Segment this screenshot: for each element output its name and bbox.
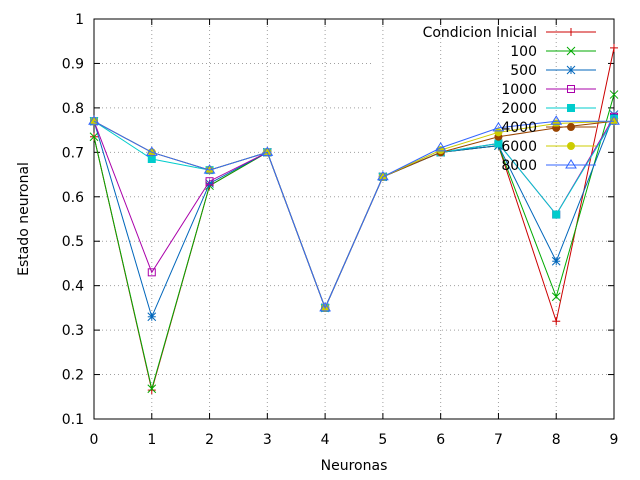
series-500: [89, 110, 619, 322]
x-tick-label: 9: [610, 432, 619, 448]
data-point: [147, 155, 156, 163]
legend-item: 8000: [501, 158, 596, 174]
y-tick-label: 0.4: [62, 279, 84, 295]
data-point: [261, 146, 274, 156]
data-point: [552, 317, 561, 326]
legend-label: 100: [510, 44, 537, 60]
data-point: [147, 268, 156, 277]
series-line: [93, 120, 614, 310]
data-point: [205, 177, 214, 186]
data-point: [566, 65, 576, 75]
series-group: [88, 43, 620, 395]
ticks: 0.1 0.2 0.3 0.4 0.5 0.6 0.7 0.8 0.9 1 0 1 2 3 4 5 6 7 8 9: [62, 12, 619, 448]
data-point: [567, 123, 575, 131]
data-point: [567, 142, 575, 150]
data-point: [147, 384, 157, 394]
data-point: [89, 132, 99, 142]
data-point: [492, 121, 505, 132]
y-tick-label: 0.2: [62, 368, 84, 384]
data-point: [551, 292, 561, 302]
x-tick-label: 7: [494, 432, 503, 448]
data-point: [434, 141, 447, 152]
series-1000: [90, 112, 618, 312]
data-point: [566, 46, 576, 56]
data-point: [145, 146, 158, 156]
legend-item: 1000: [501, 82, 596, 98]
legend-item: Condicion Inicial: [423, 25, 596, 41]
y-tick-label: 0.3: [62, 323, 84, 339]
y-tick-label: 0.6: [62, 190, 84, 206]
data-point: [552, 210, 561, 219]
data-point: [565, 159, 577, 169]
grid: [94, 19, 614, 419]
series-line: [93, 47, 615, 391]
plot-frame: [93, 18, 615, 420]
y-tick-label: 0.5: [62, 234, 84, 250]
data-point: [147, 312, 157, 322]
x-tick-label: 2: [205, 432, 214, 448]
legend-item: 500: [510, 63, 596, 79]
data-point: [610, 43, 618, 52]
y-tick-label: 0.7: [62, 145, 84, 161]
series-2000: [90, 115, 618, 312]
x-tick-label: 6: [436, 432, 445, 448]
series-6000: [90, 117, 618, 312]
data-point: [203, 164, 216, 174]
legend-label: 8000: [501, 158, 537, 174]
legend-item: 100: [510, 44, 596, 60]
legend-item: 2000: [501, 101, 596, 117]
x-tick-label: 0: [90, 432, 99, 448]
y-tick-label: 0.1: [62, 412, 84, 428]
legend-label: Condicion Inicial: [423, 25, 537, 41]
legend-label: 1000: [501, 82, 537, 98]
x-tick-label: 3: [263, 432, 272, 448]
series-condicion-inicial: [90, 43, 618, 395]
x-tick-label: 4: [321, 432, 330, 448]
x-tick-label: 8: [552, 432, 561, 448]
legend-label: 6000: [501, 139, 537, 155]
data-point: [88, 115, 100, 125]
data-point: [319, 301, 332, 312]
legend-item: 4000: [501, 120, 596, 136]
data-point: [550, 115, 563, 125]
data-point: [567, 28, 575, 36]
legend-label: 2000: [501, 101, 537, 117]
y-tick-label: 1: [75, 12, 84, 28]
data-point: [608, 115, 620, 125]
series-4000: [90, 117, 618, 312]
y-tick-label: 0.8: [62, 101, 84, 117]
x-axis-label: Neuronas: [321, 458, 388, 474]
legend: Condicion Inicial 100 500 1000 2000 4000 6000 8…: [423, 25, 596, 174]
series-8000: [88, 115, 620, 312]
data-point: [551, 256, 561, 266]
y-axis-label: Estado neuronal: [16, 162, 32, 276]
legend-label: 500: [510, 63, 537, 79]
legend-item: 6000: [501, 139, 596, 155]
data-point: [567, 104, 575, 112]
data-point: [567, 85, 575, 93]
x-tick-label: 5: [378, 432, 387, 448]
data-point: [609, 90, 619, 99]
legend-label: 4000: [501, 120, 537, 136]
data-point: [376, 170, 389, 181]
y-tick-label: 0.9: [62, 56, 84, 72]
x-tick-label: 1: [147, 432, 156, 448]
